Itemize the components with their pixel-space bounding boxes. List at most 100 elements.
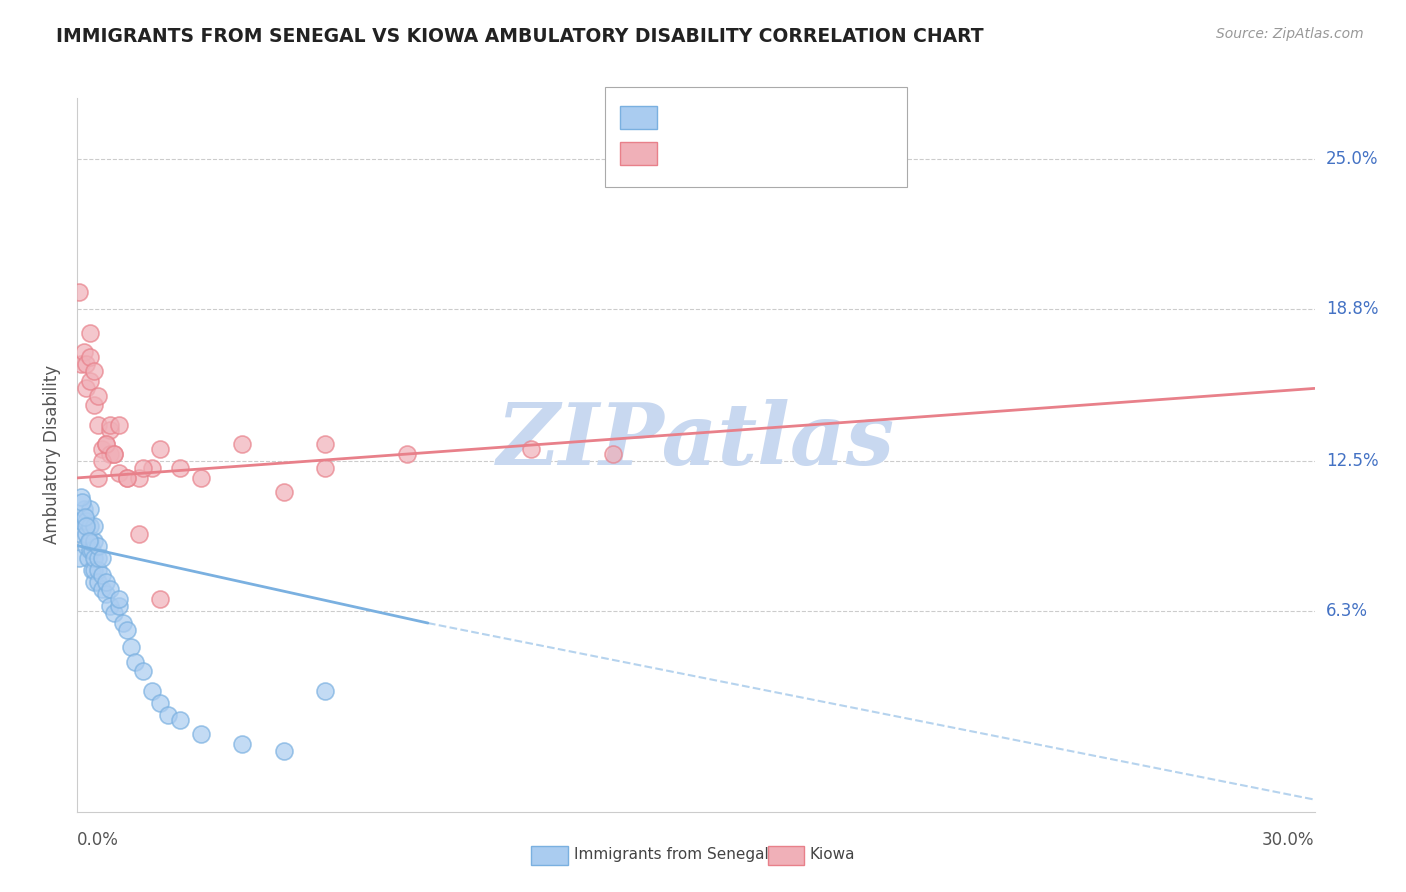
Point — [67, 285, 90, 299]
Point — [396, 447, 419, 461]
Point — [75, 539, 97, 553]
Point — [70, 515, 93, 529]
Point — [77, 533, 100, 548]
Point — [141, 683, 163, 698]
Point — [72, 502, 94, 516]
Point — [79, 326, 101, 340]
Point — [96, 437, 118, 451]
Point — [520, 442, 543, 456]
Text: R =: R = — [659, 107, 696, 125]
Point — [98, 417, 121, 432]
Point — [75, 515, 97, 529]
Point — [107, 417, 129, 432]
Text: 18.8%: 18.8% — [1326, 300, 1378, 318]
Point — [128, 471, 150, 485]
Point — [107, 466, 129, 480]
Point — [72, 495, 94, 509]
Text: IMMIGRANTS FROM SENEGAL VS KIOWA AMBULATORY DISABILITY CORRELATION CHART: IMMIGRANTS FROM SENEGAL VS KIOWA AMBULAT… — [56, 27, 984, 45]
Point — [111, 615, 134, 630]
Point — [76, 550, 98, 565]
Point — [96, 574, 118, 589]
Point — [314, 683, 336, 698]
Point — [83, 364, 105, 378]
Point — [70, 526, 93, 541]
Point — [83, 519, 105, 533]
Text: ZIPatlas: ZIPatlas — [496, 399, 896, 483]
Text: Immigrants from Senegal: Immigrants from Senegal — [574, 847, 769, 862]
Point — [115, 471, 138, 485]
Point — [87, 563, 110, 577]
Point — [190, 471, 212, 485]
Point — [115, 471, 138, 485]
Point — [79, 543, 101, 558]
Point — [87, 574, 110, 589]
Point — [231, 437, 253, 451]
Point — [91, 442, 114, 456]
Point — [98, 599, 121, 613]
Point — [79, 502, 101, 516]
Text: R =: R = — [659, 143, 696, 161]
Y-axis label: Ambulatory Disability: Ambulatory Disability — [44, 366, 62, 544]
Point — [98, 423, 121, 437]
Point — [91, 550, 114, 565]
Point — [80, 563, 103, 577]
Point — [79, 533, 101, 548]
Point — [314, 437, 336, 451]
Point — [75, 519, 97, 533]
Point — [314, 461, 336, 475]
Point — [80, 543, 103, 558]
Point — [169, 461, 191, 475]
Point — [91, 582, 114, 597]
Point — [115, 624, 138, 638]
Point — [602, 447, 624, 461]
Text: 0.0%: 0.0% — [77, 831, 120, 849]
Point — [103, 447, 125, 461]
Point — [231, 737, 253, 751]
Text: N =: N = — [773, 143, 810, 161]
Point — [87, 417, 110, 432]
Point — [91, 454, 114, 468]
Point — [120, 640, 142, 655]
Point — [96, 587, 118, 601]
Point — [157, 708, 180, 723]
Text: Source: ZipAtlas.com: Source: ZipAtlas.com — [1216, 27, 1364, 41]
Point — [124, 655, 146, 669]
Point — [141, 461, 163, 475]
Point — [132, 665, 155, 679]
Point — [87, 550, 110, 565]
Text: Kiowa: Kiowa — [810, 847, 855, 862]
Text: N =: N = — [773, 107, 810, 125]
Point — [83, 563, 105, 577]
Point — [79, 350, 101, 364]
Point — [83, 533, 105, 548]
Point — [69, 490, 91, 504]
Point — [91, 567, 114, 582]
Text: 6.3%: 6.3% — [1326, 602, 1368, 620]
Point — [79, 374, 101, 388]
Text: 41: 41 — [813, 143, 835, 161]
Point — [98, 582, 121, 597]
Point — [75, 381, 97, 395]
Point — [75, 357, 97, 371]
Point — [149, 696, 172, 710]
Point — [87, 389, 110, 403]
Point — [103, 607, 125, 621]
Point — [75, 526, 97, 541]
Text: 12.5%: 12.5% — [1326, 452, 1378, 470]
Point — [98, 447, 121, 461]
Point — [79, 519, 101, 533]
Point — [87, 539, 110, 553]
Point — [169, 713, 191, 727]
Point — [83, 398, 105, 412]
Point — [190, 727, 212, 741]
Text: -0.190: -0.190 — [699, 107, 758, 125]
Point — [149, 591, 172, 606]
Point — [149, 442, 172, 456]
Point — [67, 550, 90, 565]
Text: 0.180: 0.180 — [699, 143, 751, 161]
Point — [83, 550, 105, 565]
Point — [73, 509, 96, 524]
Point — [132, 461, 155, 475]
Point — [103, 447, 125, 461]
Point — [72, 345, 94, 359]
